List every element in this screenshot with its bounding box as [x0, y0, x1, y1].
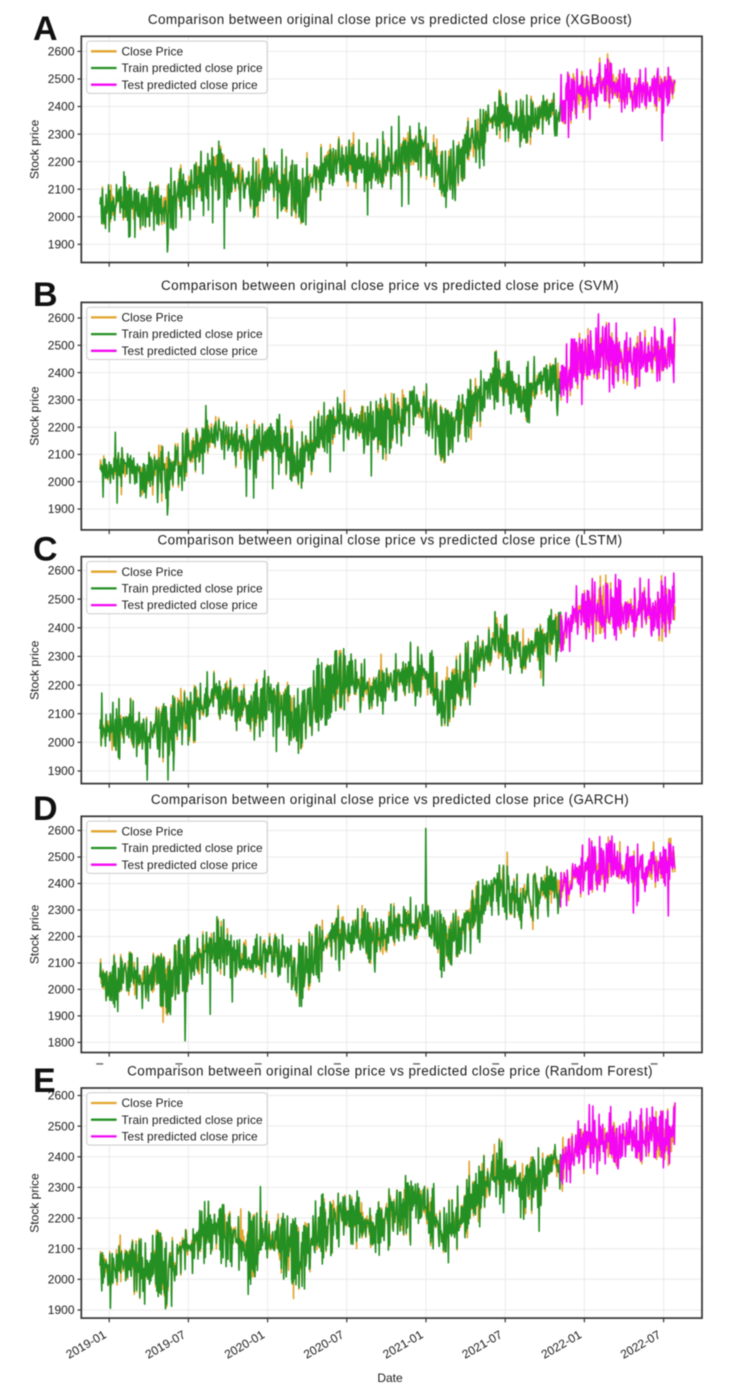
svg-text:A: A [33, 10, 58, 48]
svg-text:2200: 2200 [48, 1211, 75, 1225]
svg-text:2500: 2500 [48, 1119, 75, 1133]
svg-text:2000: 2000 [48, 1273, 75, 1287]
svg-text:Test predicted close price: Test predicted close price [122, 1130, 259, 1144]
svg-text:2000: 2000 [48, 210, 75, 224]
svg-text:2600: 2600 [48, 564, 75, 578]
svg-text:Train predicted close price: Train predicted close price [122, 1113, 263, 1127]
svg-text:Close Price: Close Price [122, 44, 184, 58]
svg-text:Comparison between original cl: Comparison between original close price … [151, 792, 629, 807]
svg-text:E: E [33, 1062, 56, 1100]
svg-text:2500: 2500 [48, 72, 75, 86]
svg-text:2200: 2200 [48, 155, 75, 169]
svg-text:Close Price: Close Price [122, 824, 184, 838]
svg-text:2200: 2200 [48, 420, 75, 434]
svg-text:2400: 2400 [48, 366, 75, 380]
svg-text:2300: 2300 [48, 393, 75, 407]
svg-text:Stock price: Stock price [28, 904, 42, 964]
svg-text:2100: 2100 [48, 182, 75, 196]
svg-text:Comparison between original cl: Comparison between original close price … [157, 532, 622, 547]
svg-text:2100: 2100 [48, 1242, 75, 1256]
svg-text:1900: 1900 [48, 1303, 75, 1317]
svg-text:2200: 2200 [48, 930, 75, 944]
svg-text:Test predicted close price: Test predicted close price [122, 344, 259, 358]
svg-text:Train predicted close price: Train predicted close price [122, 582, 263, 596]
svg-text:1900: 1900 [48, 502, 75, 516]
svg-text:Close Price: Close Price [122, 565, 184, 579]
svg-text:Test predicted close price: Test predicted close price [122, 598, 259, 612]
svg-text:2200: 2200 [48, 678, 75, 692]
svg-text:Comparison between original cl: Comparison between original close price … [148, 12, 632, 27]
svg-text:C: C [33, 531, 58, 569]
svg-text:Train predicted close price: Train predicted close price [122, 327, 263, 341]
svg-text:Stock price: Stock price [28, 1173, 42, 1233]
svg-text:2500: 2500 [48, 592, 75, 606]
svg-text:2100: 2100 [48, 448, 75, 462]
svg-text:2000: 2000 [48, 475, 75, 489]
svg-text:2400: 2400 [48, 100, 75, 114]
svg-text:Comparison between original cl: Comparison between original close price … [161, 278, 619, 293]
svg-text:2300: 2300 [48, 650, 75, 664]
svg-text:B: B [33, 276, 58, 314]
svg-text:2500: 2500 [48, 339, 75, 353]
svg-text:1900: 1900 [48, 238, 75, 252]
svg-text:Stock price: Stock price [28, 119, 42, 179]
svg-text:2600: 2600 [48, 1089, 75, 1103]
svg-text:2000: 2000 [48, 983, 75, 997]
svg-text:Close Price: Close Price [122, 1096, 184, 1110]
svg-text:2600: 2600 [48, 824, 75, 838]
svg-text:2300: 2300 [48, 903, 75, 917]
svg-text:2500: 2500 [48, 850, 75, 864]
svg-text:Stock price: Stock price [28, 640, 42, 700]
svg-text:1900: 1900 [48, 764, 75, 778]
svg-text:1800: 1800 [48, 1036, 75, 1050]
svg-text:Comparison between original cl: Comparison between original close price … [127, 1064, 653, 1079]
svg-text:2300: 2300 [48, 127, 75, 141]
svg-text:1900: 1900 [48, 1009, 75, 1023]
svg-text:2400: 2400 [48, 1150, 75, 1164]
svg-text:Train predicted close price: Train predicted close price [122, 841, 263, 855]
svg-text:2600: 2600 [48, 311, 75, 325]
svg-text:2400: 2400 [48, 621, 75, 635]
svg-text:2400: 2400 [48, 877, 75, 891]
svg-text:Train predicted close price: Train predicted close price [122, 61, 263, 75]
svg-text:Test predicted close price: Test predicted close price [122, 858, 259, 872]
svg-text:2000: 2000 [48, 736, 75, 750]
svg-text:Stock price: Stock price [28, 386, 42, 446]
svg-text:2600: 2600 [48, 45, 75, 59]
svg-text:2100: 2100 [48, 956, 75, 970]
svg-text:Close Price: Close Price [122, 311, 184, 325]
svg-text:2300: 2300 [48, 1181, 75, 1195]
svg-text:Test predicted close price: Test predicted close price [122, 78, 259, 92]
svg-text:2100: 2100 [48, 707, 75, 721]
svg-text:Date: Date [377, 1371, 403, 1385]
svg-text:D: D [33, 790, 58, 828]
